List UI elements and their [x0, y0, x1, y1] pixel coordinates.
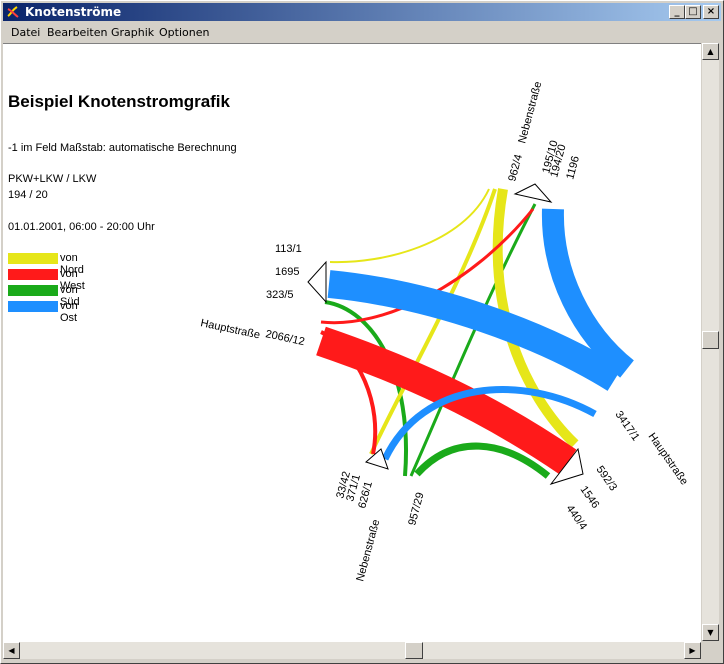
scroll-left-button[interactable]: ◀ [3, 642, 20, 659]
east-out-1: 592/3 [594, 464, 620, 493]
menu-bar: Datei Bearbeiten Graphik Optionen [3, 22, 721, 42]
arm-marker-ost [549, 447, 584, 485]
vertical-scroll-thumb[interactable] [702, 331, 719, 349]
close-icon: × [706, 6, 716, 17]
flow-west-ost [316, 326, 577, 475]
size-grip[interactable] [702, 642, 719, 659]
flow-sued-ost [414, 442, 551, 479]
flow-sued-west [324, 300, 408, 477]
minimize-icon: _ [674, 6, 680, 17]
flow-sued-nord [409, 203, 537, 477]
scroll-up-button[interactable]: ▲ [702, 43, 719, 60]
legend-swatch-ost [8, 301, 58, 312]
time-range: 01.01.2001, 06:00 - 20:00 Uhr [8, 221, 155, 233]
flow-ost-sued [381, 386, 597, 461]
flow-diagram: 113/1 1695 323/5 Hauptstraße 2066/12 Neb… [199, 80, 691, 583]
graphic-heading: Beispiel Knotenstromgrafik [8, 92, 230, 111]
east-out-2: 1546 [578, 484, 602, 511]
arm-marker-nord [513, 183, 553, 203]
west-out-1: 113/1 [275, 243, 302, 255]
legend-label-sued: von Süd [60, 284, 80, 308]
minimize-button[interactable]: _ [669, 5, 685, 19]
scroll-down-button[interactable]: ▼ [702, 624, 719, 641]
vertical-scrollbar[interactable]: ▲ ▼ [702, 43, 719, 641]
menu-graphik[interactable]: Graphik [111, 26, 155, 39]
menu-bearbeiten[interactable]: Bearbeiten [47, 26, 108, 39]
legend-swatch-nord [8, 253, 58, 264]
east-out-3: 440/4 [564, 503, 590, 532]
north-in: 962/4 [506, 153, 525, 183]
north-out-3: 1196 [564, 155, 582, 181]
legend-swatch-sued [8, 285, 58, 296]
arrow-right-icon: ▶ [689, 646, 696, 655]
east-in: 3417/1 [613, 409, 642, 443]
app-icon [7, 6, 19, 18]
title-bar[interactable]: Knotenströme _ □ × [3, 3, 721, 21]
legend-swatch-west [8, 269, 58, 280]
legend-label-nord: von Nord [60, 252, 84, 276]
scroll-right-button[interactable]: ▶ [684, 642, 701, 659]
west-arm-name: Hauptstraße [199, 317, 261, 341]
west-out-3: 323/5 [266, 289, 294, 301]
north-arm-name: Nebenstraße [516, 80, 544, 145]
graphic-canvas: Beispiel Knotenstromgrafik -1 im Feld Ma… [3, 43, 701, 642]
flow-ost-nord [541, 208, 635, 378]
flow-ost-west [327, 270, 623, 391]
legend-label-west: von West [60, 268, 85, 292]
west-in: 2066/12 [264, 328, 305, 348]
west-out-2: 1695 [275, 266, 299, 278]
south-arm-name: Nebenstraße [354, 518, 382, 583]
flow-nord-sued [369, 188, 497, 455]
maximize-icon: □ [688, 6, 698, 17]
vehicle-type: PKW+LKW / LKW [8, 173, 97, 185]
flow-nord-west [329, 188, 490, 264]
arrow-down-icon: ▼ [707, 628, 714, 637]
maximize-button[interactable]: □ [685, 5, 701, 19]
south-in: 957/29 [406, 491, 426, 527]
window-title: Knotenströme [25, 5, 122, 19]
arm-marker-sued [364, 448, 389, 470]
menu-datei[interactable]: Datei [11, 26, 41, 39]
east-arm-name: Hauptstraße [646, 431, 691, 487]
horizontal-scroll-thumb[interactable] [405, 642, 423, 659]
menu-optionen[interactable]: Optionen [159, 26, 210, 39]
vehicle-values: 194 / 20 [8, 189, 48, 201]
scale-note: -1 im Feld Maßstab: automatische Berechn… [8, 142, 237, 154]
horizontal-scrollbar[interactable]: ◀ ▶ [3, 642, 701, 659]
arrow-left-icon: ◀ [8, 646, 15, 655]
close-button[interactable]: × [703, 5, 719, 19]
arrow-up-icon: ▲ [707, 47, 714, 56]
legend-label-ost: von Ost [60, 300, 78, 324]
arm-marker-west [307, 260, 327, 304]
